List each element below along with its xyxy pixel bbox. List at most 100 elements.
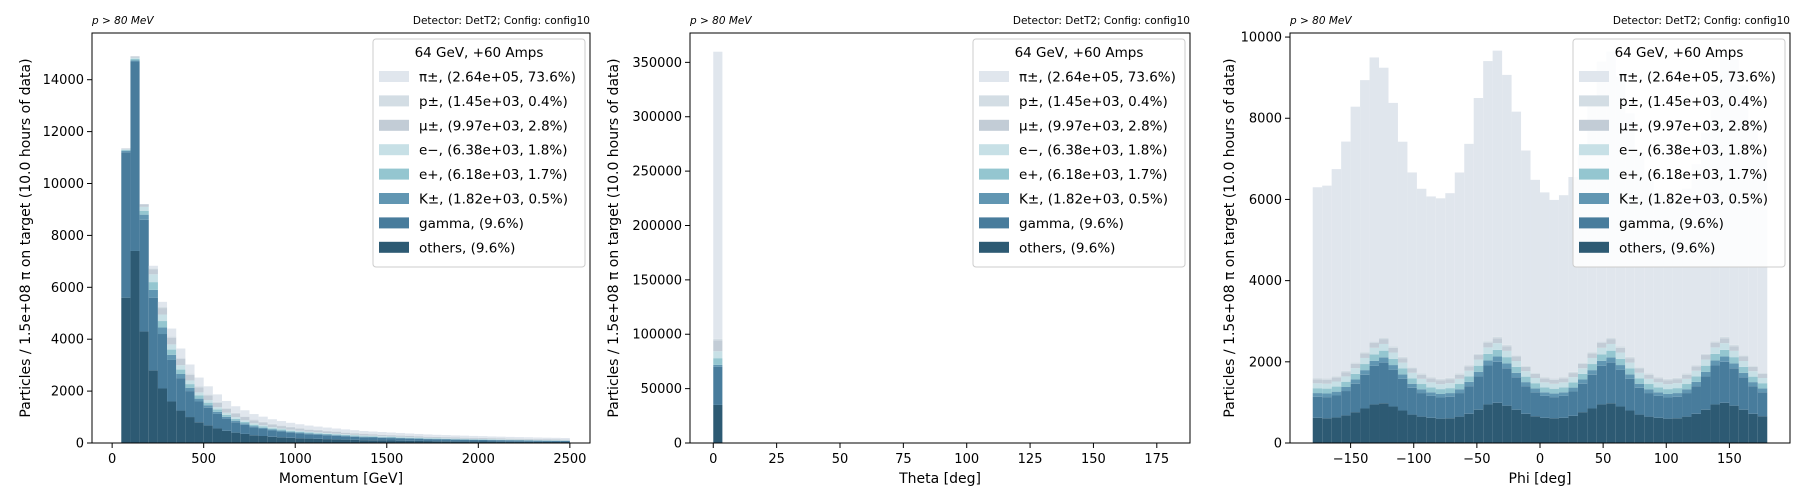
bar-em-20 bbox=[1502, 350, 1512, 358]
bar-ep-45 bbox=[1738, 366, 1749, 373]
bar-p-15 bbox=[1454, 373, 1465, 375]
bar-pi-6 bbox=[1369, 57, 1380, 342]
bar-ep-6 bbox=[1369, 354, 1380, 361]
y-tick-label: 6000 bbox=[51, 281, 84, 296]
bar-others-18 bbox=[1483, 404, 1493, 443]
bar-em-25 bbox=[1549, 383, 1559, 389]
bar-mu-30 bbox=[1596, 343, 1607, 348]
bar-k-21 bbox=[1511, 372, 1522, 378]
bar-mu-15 bbox=[258, 422, 268, 426]
bar-k-43 bbox=[1719, 356, 1730, 362]
bar-p-47 bbox=[1757, 372, 1768, 374]
bar-pi-1 bbox=[1322, 185, 1332, 379]
bar-gamma-10 bbox=[1407, 387, 1417, 415]
bar-mu-5 bbox=[167, 337, 177, 345]
bar-mu-16 bbox=[1464, 366, 1474, 371]
bar-mu-48 bbox=[560, 439, 570, 441]
bar-em-28 bbox=[1577, 368, 1588, 374]
bar-em-23 bbox=[331, 433, 341, 435]
bar-p-11 bbox=[221, 407, 232, 409]
bar-gamma-9 bbox=[203, 407, 213, 426]
bar-others-44 bbox=[1729, 405, 1739, 443]
bar-p-10 bbox=[212, 401, 222, 403]
bar-mu-2 bbox=[1331, 377, 1342, 382]
legend-label-em: e−, (6.38e+03, 1.8%) bbox=[1619, 143, 1767, 159]
bar-mu-46 bbox=[1748, 366, 1758, 372]
bar-ep-23 bbox=[331, 434, 341, 436]
bar-ep-25 bbox=[1549, 388, 1559, 394]
bar-pi-11 bbox=[221, 400, 232, 408]
bar-others-44 bbox=[524, 441, 534, 443]
bar-pi-18 bbox=[1483, 61, 1493, 342]
bar-mu-27 bbox=[1568, 373, 1578, 378]
y-tick-label: 2000 bbox=[51, 385, 84, 400]
y-tick-label: 200000 bbox=[632, 219, 682, 234]
bar-p-19 bbox=[1492, 336, 1503, 339]
bar-gamma-27 bbox=[1568, 391, 1578, 416]
bar-pi-10 bbox=[212, 394, 222, 402]
bar-p-43 bbox=[1719, 336, 1730, 339]
bar-mu-10 bbox=[1407, 368, 1417, 373]
bar-p-3 bbox=[1341, 370, 1351, 373]
bar-k-15 bbox=[1454, 389, 1465, 394]
bar-k-11 bbox=[221, 416, 232, 419]
bar-k-10 bbox=[1407, 383, 1417, 388]
bar-pi-20 bbox=[1502, 74, 1512, 345]
bar-p-30 bbox=[1596, 341, 1607, 344]
bar-mu-9 bbox=[1397, 358, 1408, 363]
bar-others-37 bbox=[1663, 418, 1673, 443]
bar-mu-21 bbox=[1511, 356, 1522, 361]
bar-p-39 bbox=[1682, 373, 1692, 375]
bar-p-40 bbox=[1691, 365, 1701, 367]
bar-k-26 bbox=[1558, 392, 1569, 396]
bar-others-34 bbox=[432, 441, 442, 443]
bar-ep-16 bbox=[267, 428, 277, 430]
legend-swatch-em bbox=[979, 144, 1009, 156]
bar-others-38 bbox=[1672, 418, 1683, 443]
bar-ep-30 bbox=[1596, 354, 1607, 361]
bar-p-26 bbox=[1558, 377, 1569, 379]
bar-ep-20 bbox=[1502, 357, 1512, 364]
legend-swatch-mu bbox=[979, 119, 1009, 131]
bar-k-28 bbox=[377, 437, 387, 438]
bar-k-15 bbox=[258, 427, 268, 429]
legend-swatch-pi bbox=[379, 71, 409, 82]
bar-em-12 bbox=[1426, 382, 1436, 388]
bar-em-2 bbox=[1331, 381, 1342, 387]
bar-gamma-13 bbox=[240, 424, 250, 434]
bar-mu-23 bbox=[1530, 373, 1540, 379]
bar-others-9 bbox=[1397, 410, 1408, 443]
y-tick-label: 0 bbox=[1274, 437, 1282, 452]
bar-others-31 bbox=[405, 440, 415, 443]
y-tick-label: 0 bbox=[76, 437, 84, 452]
y-tick-label: 300000 bbox=[632, 110, 682, 125]
bar-gamma-0 bbox=[1312, 396, 1323, 418]
bar-gamma-36 bbox=[1653, 395, 1664, 418]
bar-k-8 bbox=[1388, 365, 1398, 370]
bar-pi-26 bbox=[359, 430, 369, 434]
legend-swatch-pi bbox=[1579, 71, 1609, 82]
bar-others-37 bbox=[460, 441, 470, 443]
bar-others-13 bbox=[1435, 418, 1446, 443]
bar-pi-25 bbox=[350, 430, 360, 433]
bar-mu-4 bbox=[157, 308, 168, 315]
bar-em-14 bbox=[1445, 383, 1455, 389]
bar-pi-37 bbox=[460, 435, 470, 438]
bar-em-15 bbox=[1454, 378, 1465, 385]
bar-gamma-7 bbox=[1379, 362, 1389, 404]
bar-ep-0 bbox=[1312, 388, 1323, 394]
bar-pi-18 bbox=[286, 422, 296, 427]
bar-gamma-27 bbox=[368, 437, 378, 441]
bar-p-20 bbox=[304, 429, 314, 430]
bar-ep-29 bbox=[386, 437, 396, 438]
bar-gamma-34 bbox=[432, 439, 442, 442]
bar-ep-22 bbox=[1521, 376, 1531, 383]
bar-k-4 bbox=[1350, 379, 1361, 384]
bar-gamma-41 bbox=[496, 440, 506, 442]
bar-mu-28 bbox=[377, 434, 387, 437]
bar-ep-10 bbox=[1407, 378, 1417, 384]
bar-em-0 bbox=[1312, 383, 1323, 389]
bar-pi-5 bbox=[1360, 80, 1370, 353]
bar-gamma-37 bbox=[460, 439, 470, 442]
bar-p-17 bbox=[276, 425, 287, 427]
